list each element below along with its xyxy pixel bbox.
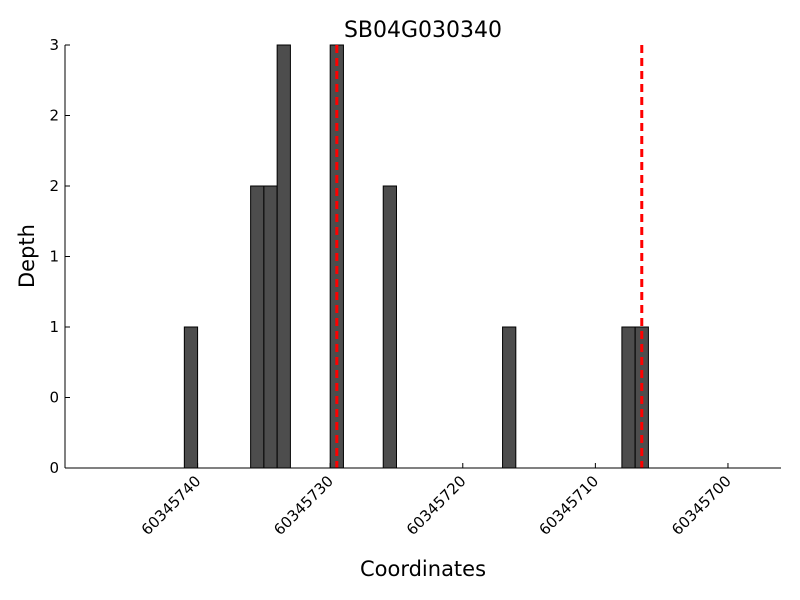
bar — [263, 185, 278, 469]
y-tick-label: 0 — [49, 459, 59, 477]
bar — [183, 326, 199, 469]
y-tick-label: 1 — [49, 248, 59, 266]
x-tick-label: 60345700 — [668, 472, 735, 539]
bar — [276, 44, 291, 469]
bar — [382, 185, 397, 469]
x-tick-label: 60345720 — [403, 472, 470, 539]
y-axis-label: Depth — [15, 224, 39, 288]
y-tick-label: 2 — [49, 107, 59, 125]
y-tick-label: 2 — [49, 177, 59, 195]
y-tick-label: 3 — [49, 36, 59, 54]
bar — [250, 185, 265, 469]
x-tick-label: 60345710 — [535, 472, 602, 539]
x-tick-label: 60345740 — [138, 472, 205, 539]
chart-title: SB04G030340 — [344, 18, 502, 43]
x-axis-label: Coordinates — [360, 557, 486, 581]
bar — [621, 326, 636, 469]
y-tick-label: 0 — [49, 389, 59, 407]
y-tick-label: 1 — [49, 318, 59, 336]
bar — [502, 326, 517, 469]
x-tick-label: 60345730 — [270, 472, 337, 539]
